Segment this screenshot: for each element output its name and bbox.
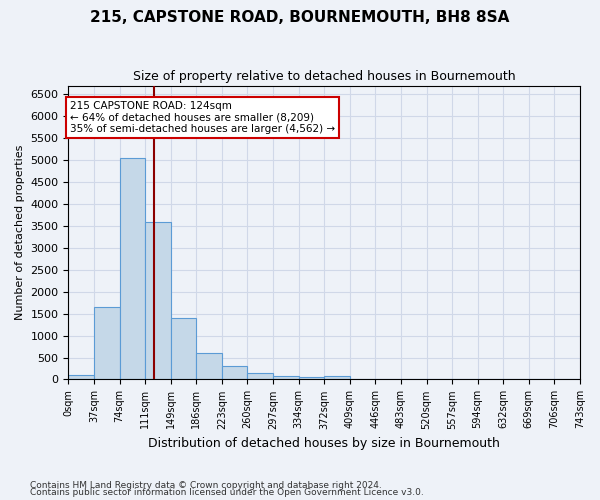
Bar — [68, 375, 94, 380]
Bar — [247, 373, 273, 380]
Y-axis label: Number of detached properties: Number of detached properties — [15, 145, 25, 320]
Text: 215 CAPSTONE ROAD: 124sqm
← 64% of detached houses are smaller (8,209)
35% of se: 215 CAPSTONE ROAD: 124sqm ← 64% of detac… — [70, 101, 335, 134]
Title: Size of property relative to detached houses in Bournemouth: Size of property relative to detached ho… — [133, 70, 515, 83]
Bar — [324, 376, 350, 380]
Bar — [299, 378, 324, 380]
Bar — [222, 366, 247, 380]
Text: 215, CAPSTONE ROAD, BOURNEMOUTH, BH8 8SA: 215, CAPSTONE ROAD, BOURNEMOUTH, BH8 8SA — [91, 10, 509, 25]
X-axis label: Distribution of detached houses by size in Bournemouth: Distribution of detached houses by size … — [148, 437, 500, 450]
Bar — [171, 318, 196, 380]
Text: Contains public sector information licensed under the Open Government Licence v3: Contains public sector information licen… — [30, 488, 424, 497]
Bar — [119, 158, 145, 380]
Text: Contains HM Land Registry data © Crown copyright and database right 2024.: Contains HM Land Registry data © Crown c… — [30, 480, 382, 490]
Bar — [196, 353, 222, 380]
Bar — [145, 222, 171, 380]
Bar — [273, 376, 299, 380]
Bar — [94, 307, 119, 380]
